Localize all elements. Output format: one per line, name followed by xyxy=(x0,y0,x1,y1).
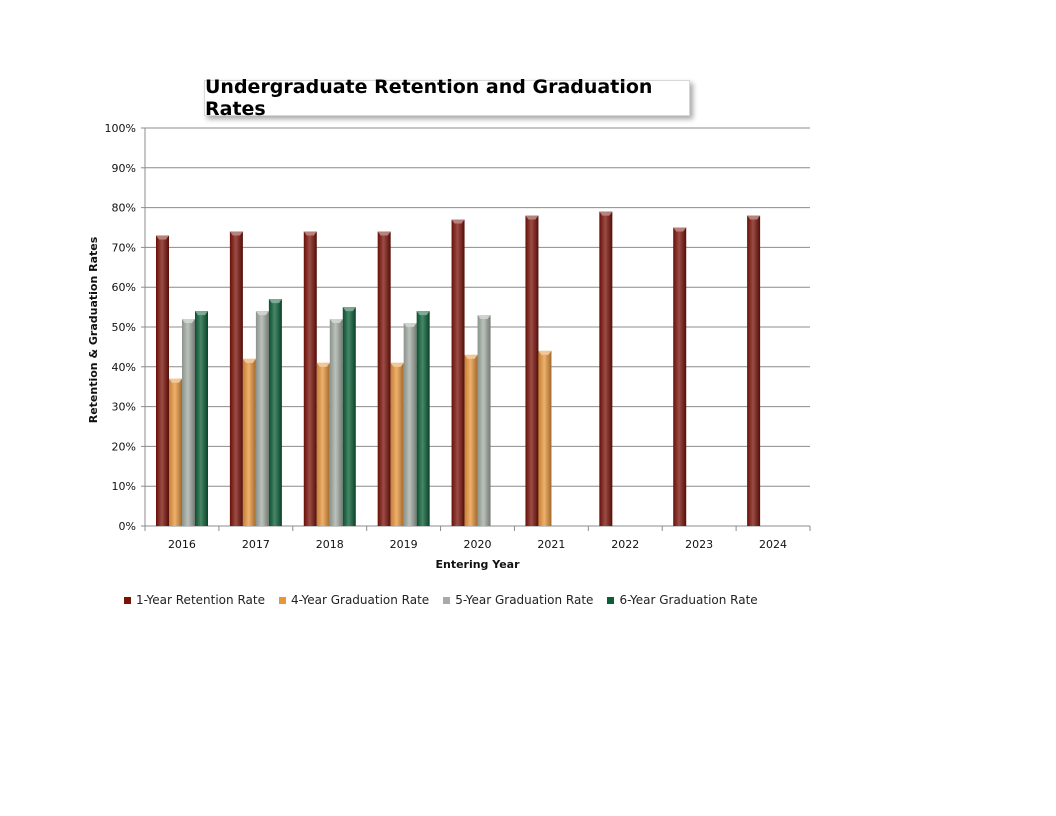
bar-cap xyxy=(599,211,613,216)
y-tick-label: 80% xyxy=(112,202,136,215)
legend-item-6-year-graduation: 6-Year Graduation Rate xyxy=(607,593,758,607)
bar-cap xyxy=(329,319,343,324)
x-tick-label: 2018 xyxy=(316,538,344,551)
bar-cap xyxy=(747,215,761,220)
legend-swatch xyxy=(124,596,131,604)
y-tick-label: 90% xyxy=(112,162,136,175)
bar xyxy=(538,350,552,526)
x-axis-label: Entering Year xyxy=(435,558,520,571)
bar xyxy=(268,299,282,526)
bar-cap xyxy=(673,227,687,232)
bar-cap xyxy=(390,362,404,367)
bar-cap xyxy=(451,219,465,224)
bar xyxy=(303,231,317,527)
bar-cap xyxy=(316,362,330,367)
legend-swatch xyxy=(443,596,451,604)
legend-label: 4-Year Graduation Rate xyxy=(290,593,430,607)
x-tick-label: 2023 xyxy=(685,538,713,551)
bar-cap xyxy=(303,231,317,236)
bar xyxy=(195,311,208,526)
y-tick-label: 10% xyxy=(112,480,136,493)
bar xyxy=(390,362,404,526)
y-tick-label: 40% xyxy=(112,361,136,374)
bar-cap xyxy=(195,311,208,316)
bar-cap xyxy=(255,311,269,316)
legend-label: 6-Year Graduation Rate xyxy=(619,593,758,607)
bar-cap xyxy=(477,315,491,320)
bar-cap xyxy=(464,354,478,359)
bar xyxy=(255,311,269,526)
bar xyxy=(182,319,195,526)
legend-item-5-year-graduation: 5-Year Graduation Rate xyxy=(443,593,593,607)
bar xyxy=(464,354,478,526)
x-tick-label: 2017 xyxy=(242,538,270,551)
x-tick-label: 2019 xyxy=(390,538,418,551)
legend-label: 1-Year Retention Rate xyxy=(136,593,265,607)
bar-cap xyxy=(342,307,356,312)
legend-item-4-year-graduation: 4-Year Graduation Rate xyxy=(278,593,430,607)
y-tick-label: 0% xyxy=(119,520,136,533)
bar xyxy=(229,231,243,527)
y-tick-label: 20% xyxy=(112,440,136,453)
legend-swatch xyxy=(607,596,615,604)
bar-cap xyxy=(525,215,539,220)
bar xyxy=(242,358,256,526)
y-axis-label: Retention & Graduation Rates xyxy=(87,236,100,423)
x-tick-label: 2021 xyxy=(537,538,565,551)
bar xyxy=(477,315,491,526)
legend-item-1-year-retention: 1-Year Retention Rate xyxy=(124,593,265,607)
chart-title: Undergraduate Retention and Graduation R… xyxy=(204,76,690,120)
bar xyxy=(403,323,417,526)
y-tick-label: 60% xyxy=(112,281,136,294)
bar xyxy=(329,319,343,526)
bar-cap xyxy=(377,231,391,236)
bar xyxy=(316,362,330,526)
bar-cap xyxy=(169,378,182,383)
bar xyxy=(525,215,539,526)
y-tick-label: 50% xyxy=(112,321,136,334)
bar xyxy=(156,235,169,526)
y-tick-label: 30% xyxy=(112,401,136,414)
legend-label: 5-Year Graduation Rate xyxy=(455,593,594,607)
x-tick-label: 2022 xyxy=(611,538,639,551)
bar xyxy=(169,378,182,526)
x-tick-label: 2024 xyxy=(759,538,787,551)
bar-cap xyxy=(182,319,195,324)
bar-cap xyxy=(229,231,243,236)
bar-cap xyxy=(538,350,552,355)
bar xyxy=(416,311,430,526)
y-tick-label: 100% xyxy=(105,122,136,135)
bar-cap xyxy=(416,311,430,316)
legend: 1-Year Retention Rate 4-Year Graduation … xyxy=(124,593,758,607)
bar-cap xyxy=(156,235,169,240)
y-tick-label: 70% xyxy=(112,241,136,254)
bar xyxy=(673,227,687,526)
bar-cap xyxy=(268,299,282,304)
legend-swatch xyxy=(278,596,286,604)
bar xyxy=(342,307,356,526)
bar-cap xyxy=(403,323,417,328)
x-tick-label: 2020 xyxy=(464,538,492,551)
bar-cap xyxy=(242,358,256,363)
bar xyxy=(747,215,761,526)
x-tick-label: 2016 xyxy=(168,538,196,551)
bar xyxy=(377,231,391,527)
bar xyxy=(451,219,465,527)
bar xyxy=(599,211,613,526)
